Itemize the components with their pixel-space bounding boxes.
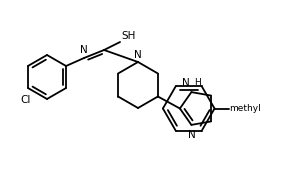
Text: SH: SH [121, 31, 135, 41]
Text: H: H [194, 78, 201, 87]
Text: N: N [182, 78, 189, 88]
Text: methyl: methyl [230, 104, 261, 113]
Text: N: N [187, 130, 195, 140]
Text: N: N [80, 45, 88, 55]
Text: N: N [134, 50, 142, 60]
Text: Cl: Cl [21, 95, 31, 105]
